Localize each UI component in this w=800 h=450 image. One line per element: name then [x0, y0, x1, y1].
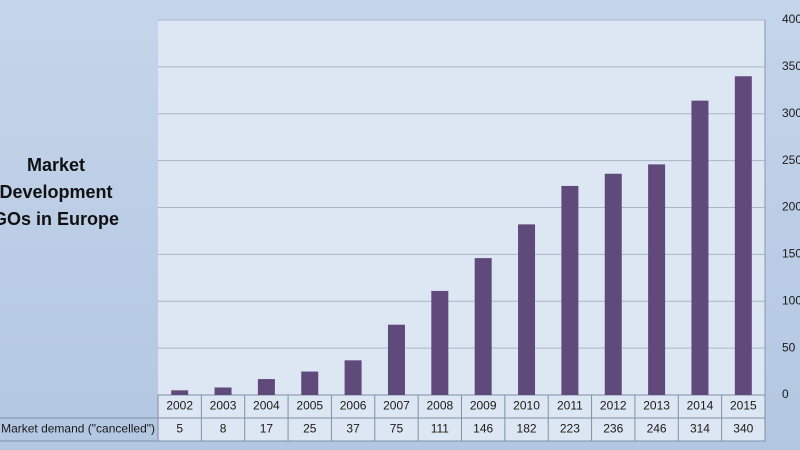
y-tick-label: 350 [782, 59, 800, 73]
x-tick-label: 2006 [340, 399, 367, 413]
bar [171, 390, 189, 395]
x-tick-label: 2012 [600, 399, 627, 413]
x-tick-label: 2008 [426, 399, 453, 413]
x-tick-label: 2013 [643, 399, 670, 413]
x-tick-label: 2015 [730, 399, 757, 413]
y-tick-label: 50 [782, 340, 796, 354]
table-value: 340 [733, 422, 753, 436]
table-value: 146 [473, 422, 493, 436]
x-tick-label: 2002 [166, 399, 193, 413]
table-value: 223 [560, 422, 580, 436]
y-tick-label: 100 [782, 293, 800, 307]
y-tick-label: 150 [782, 247, 800, 261]
table-value: 182 [517, 422, 537, 436]
y-tick-label: 400 [782, 12, 800, 26]
bar [648, 164, 666, 395]
x-tick-label: 2004 [253, 399, 280, 413]
table-value: 37 [346, 422, 360, 436]
row-header: Market demand ("cancelled") [1, 422, 155, 436]
table-value: 314 [690, 422, 710, 436]
table-value: 111 [431, 422, 450, 436]
x-tick-label: 2014 [687, 399, 714, 413]
bar [474, 258, 492, 395]
x-tick-label: 2005 [296, 399, 323, 413]
x-tick-label: 2003 [210, 399, 237, 413]
table-value: 236 [603, 422, 623, 436]
bar [691, 100, 709, 395]
bar [387, 324, 405, 395]
x-tick-label: 2011 [557, 399, 583, 413]
x-tick-label: 2010 [513, 399, 540, 413]
bar [431, 290, 449, 395]
bar [257, 379, 275, 395]
y-tick-label: 200 [782, 200, 800, 214]
bar [344, 360, 362, 395]
table-value: 75 [390, 422, 404, 436]
table-value: 17 [260, 422, 274, 436]
y-tick-label: 250 [782, 153, 800, 167]
chart-title: Market Development GOs in Europe [0, 155, 120, 229]
bar [301, 371, 319, 395]
table-value: 246 [647, 422, 667, 436]
x-tick-label: 2009 [470, 399, 497, 413]
y-tick-label: 0 [782, 387, 789, 401]
table-value: 25 [303, 422, 317, 436]
bar [604, 173, 622, 395]
bar [734, 76, 752, 395]
bar [561, 185, 579, 395]
table-value: 5 [176, 422, 183, 436]
y-tick-label: 300 [782, 106, 800, 120]
bar [518, 224, 536, 395]
table-value: 8 [220, 422, 227, 436]
x-tick-label: 2007 [383, 399, 410, 413]
bar [214, 387, 232, 395]
